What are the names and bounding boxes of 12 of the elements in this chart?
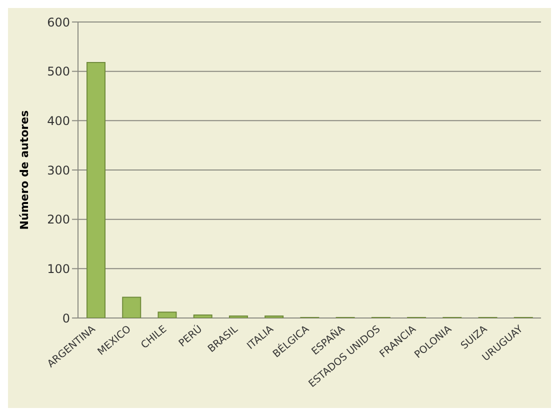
bar (193, 314, 212, 318)
y-tick-label: 200 (47, 212, 70, 227)
y-tick-label: 400 (47, 114, 70, 128)
y-tick-label: 500 (47, 64, 70, 79)
y-tick-label: 0 (62, 311, 70, 326)
y-tick-label: 600 (47, 15, 70, 30)
y-tick-label: 100 (47, 262, 70, 276)
y-axis-title: Número de autores (18, 110, 31, 230)
y-tick-label: 300 (47, 163, 70, 178)
bar (158, 312, 177, 318)
bar (122, 296, 142, 318)
bar (86, 62, 106, 318)
